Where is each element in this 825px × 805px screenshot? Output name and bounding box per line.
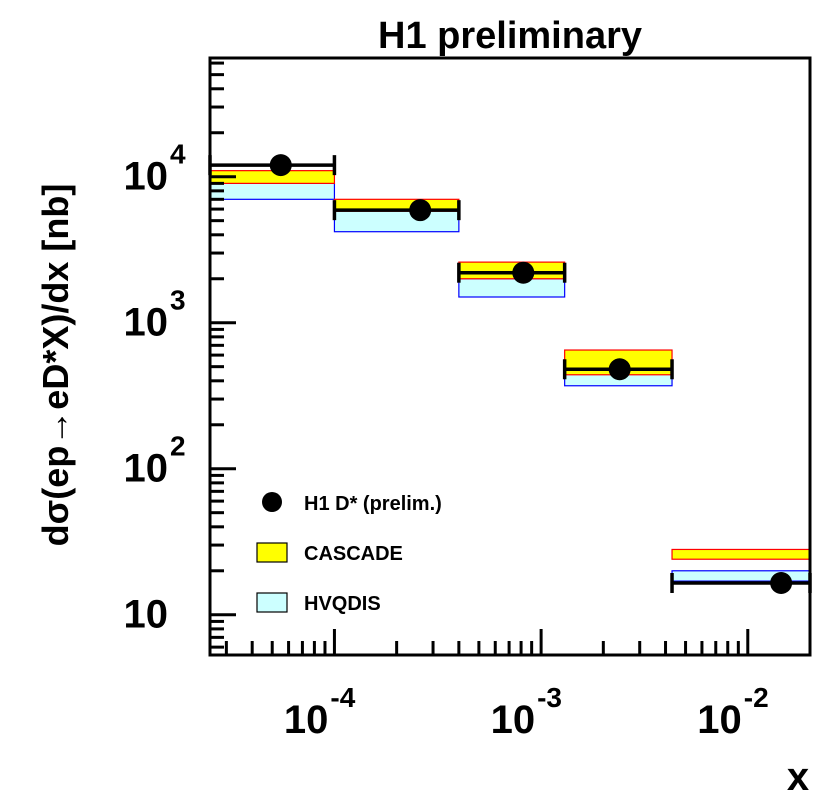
x-axis-label: x — [787, 755, 809, 799]
legend-swatch-hvqdis — [256, 592, 288, 613]
x-tick-label-1-exp: -3 — [537, 682, 562, 713]
plot-frame — [208, 56, 812, 657]
mc-prediction-boxes — [209, 170, 811, 582]
legend-label-hvqdis: HVQDIS — [304, 593, 381, 615]
y-tick-label-3-exp: 4 — [170, 139, 186, 170]
y-tick-label-1-base: 10 — [124, 447, 169, 491]
chart-title: H1 preliminary — [378, 15, 642, 57]
y-tick-label-2-exp: 3 — [170, 285, 186, 316]
data-point-4 — [770, 571, 793, 594]
data-point-3 — [608, 358, 631, 381]
data-point-2 — [512, 261, 535, 284]
legend-label-data: H1 D* (prelim.) — [304, 493, 442, 515]
legend-marker-data — [262, 492, 282, 512]
x-tick-label-2-exp: -2 — [744, 682, 769, 713]
y-tick-label-3-base: 10 — [124, 155, 169, 199]
x-tick-label-2-base: 10 — [697, 698, 742, 742]
legend-label-cascade: CASCADE — [304, 543, 403, 565]
y-tick-label-1-exp: 2 — [170, 431, 186, 462]
data-point-1 — [409, 199, 432, 222]
x-tick-label-1-base: 10 — [491, 698, 536, 742]
x-tick-label-0-base: 10 — [284, 698, 329, 742]
cascade-box-4 — [671, 548, 811, 560]
y-tick-label-0-base: 10 — [124, 593, 169, 637]
data-points — [208, 154, 812, 594]
legend: H1 D* (prelim.) CASCADE HVQDIS — [256, 492, 442, 615]
y-tick-label-2-base: 10 — [124, 301, 169, 345]
cascade-box-2 — [458, 261, 566, 280]
data-point-0 — [269, 154, 292, 177]
y-axis-ticks — [210, 61, 236, 649]
hvqdis-box-0 — [209, 182, 336, 200]
hvqdis-box-2 — [458, 278, 566, 298]
legend-swatch-cascade — [256, 542, 288, 563]
y-axis-label: dσ(ep→eD*X)/dx [nb] — [35, 184, 76, 547]
x-tick-label-0-exp: -4 — [330, 682, 355, 713]
x-axis-ticks — [224, 629, 812, 655]
hvqdis-box-1 — [333, 208, 460, 233]
